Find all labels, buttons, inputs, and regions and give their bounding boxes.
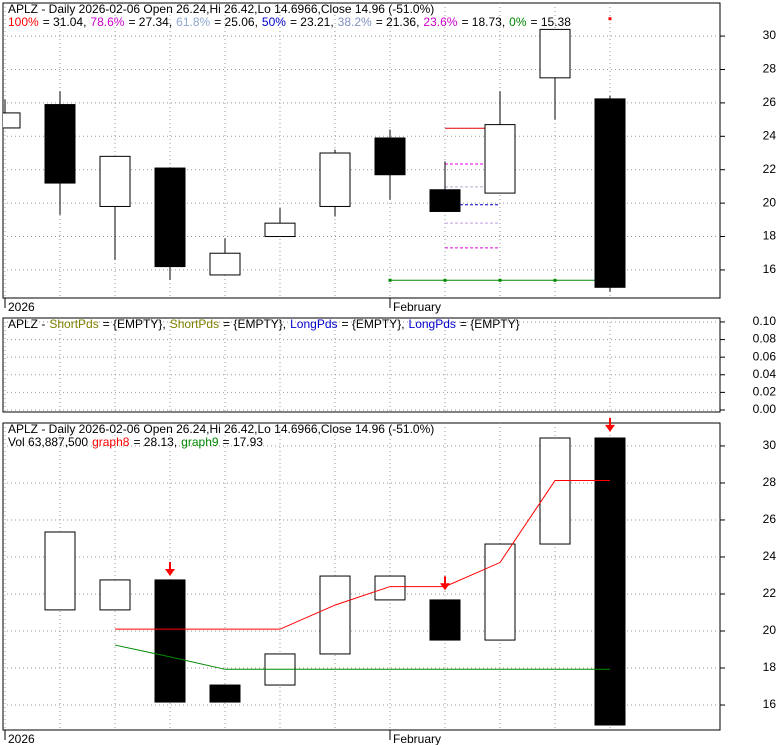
signal-arrow-head <box>605 424 615 432</box>
y-tick-label: 24 <box>763 128 777 142</box>
candle-body <box>264 222 296 238</box>
header-piece: LongPds <box>290 317 337 331</box>
y-tick-label: 26 <box>763 95 777 109</box>
y-tick-label: 0.00 <box>753 402 777 416</box>
header-piece: 38.2% <box>338 15 372 29</box>
fib-base-dot <box>553 278 557 282</box>
header-piece: 0% <box>509 15 527 29</box>
header-piece: = 31.04, <box>43 15 87 29</box>
candle-body <box>594 98 626 288</box>
header-piece: ShortPds <box>170 317 219 331</box>
candle-body <box>209 684 241 703</box>
panel-title: APLZ - Daily 2026-02-06 Open 26.24,Hi 26… <box>8 2 434 16</box>
header-piece: = 15.38 <box>531 15 572 29</box>
candle-body <box>99 155 131 207</box>
candle-body <box>154 167 186 268</box>
panel-title: APLZ - Daily 2026-02-06 Open 26.24,Hi 26… <box>8 422 434 436</box>
header-piece: 100% <box>8 15 39 29</box>
y-tick-label: 0.06 <box>753 349 777 363</box>
candle-body <box>154 579 186 703</box>
y-tick-label: 20 <box>763 623 777 637</box>
header-piece: = 17.93 <box>223 435 264 449</box>
header-piece: 23.6% <box>423 15 457 29</box>
candle-body <box>374 137 406 176</box>
y-tick-label: 26 <box>763 512 777 526</box>
header-piece: 61.8% <box>176 15 210 29</box>
header-piece: graph8 <box>92 435 130 449</box>
header-piece: = 28.13, <box>133 435 177 449</box>
fib-dot <box>608 17 612 21</box>
signal-arrow-head <box>165 569 175 577</box>
header-line: 100% = 31.04, 78.6% = 27.34, 61.8% = 25.06, 50… <box>8 15 571 29</box>
y-tick-label: 0.10 <box>753 314 777 328</box>
fib-base-dot <box>443 278 447 282</box>
y-tick-label: 16 <box>763 262 777 276</box>
y-tick-label: 18 <box>763 660 777 674</box>
header-piece: = {EMPTY}, <box>342 317 405 331</box>
header-piece: graph9 <box>181 435 219 449</box>
header-piece: LongPds <box>409 317 456 331</box>
x-tick-label: 2026 <box>8 300 35 314</box>
y-tick-label: 18 <box>763 229 777 243</box>
x-tick-label: 2026 <box>8 732 35 745</box>
candle-body <box>44 531 76 611</box>
indicator-line <box>115 480 610 630</box>
header-piece: 78.6% <box>90 15 124 29</box>
header-piece: Vol 63,887,500 <box>8 435 88 449</box>
header-piece: ShortPds <box>49 317 98 331</box>
x-tick-label: February <box>393 300 441 314</box>
header-piece: = 21.36, <box>376 15 420 29</box>
candle-body <box>3 112 21 129</box>
y-tick-label: 0.08 <box>753 332 777 346</box>
header-piece: = 25.06, <box>214 15 258 29</box>
candle-body <box>484 543 516 641</box>
y-tick-label: 30 <box>763 438 777 452</box>
candle-body <box>209 252 241 276</box>
y-tick-label: 0.02 <box>753 385 777 399</box>
header-piece: = 18.73, <box>461 15 505 29</box>
y-tick-label: 16 <box>763 697 777 711</box>
candle-body <box>374 575 406 601</box>
header-piece: = {EMPTY}, <box>103 317 166 331</box>
candle-body <box>594 437 626 726</box>
candle-body <box>429 189 461 212</box>
y-tick-label: 0.04 <box>753 367 777 381</box>
y-tick-label: 28 <box>763 62 777 76</box>
y-tick-label: 22 <box>763 586 777 600</box>
candle-body <box>99 579 131 611</box>
header-piece: = 27.34, <box>128 15 172 29</box>
y-tick-label: 24 <box>763 549 777 563</box>
indicator-line <box>114 644 610 670</box>
header-piece: 50% <box>262 15 286 29</box>
panel-plot <box>3 3 720 298</box>
header-line: Vol 63,887,500 graph8 = 28.13, graph9 = 17.9… <box>8 435 263 449</box>
candle-body <box>539 28 571 79</box>
fib-base-dot <box>498 278 502 282</box>
header-line: APLZ - ShortPds = {EMPTY}, ShortPds = {EMPTY… <box>8 317 520 331</box>
y-tick-label: 30 <box>763 28 777 42</box>
x-tick-label: February <box>393 732 441 745</box>
panel-plot <box>3 423 720 730</box>
candle-body <box>484 124 516 194</box>
header-piece: = {EMPTY} <box>460 317 520 331</box>
header-piece: = 23.21, <box>290 15 334 29</box>
candle-body <box>319 152 351 207</box>
candle-body <box>539 437 571 545</box>
fib-base-dot <box>388 278 392 282</box>
header-piece: APLZ - <box>8 317 45 331</box>
candle-body <box>429 599 461 641</box>
header-piece: = {EMPTY}, <box>223 317 286 331</box>
signal-arrow-head <box>440 583 450 591</box>
y-tick-label: 20 <box>763 195 777 209</box>
candle-body <box>319 575 351 655</box>
panel-frame <box>2 317 721 413</box>
candle-body <box>44 104 76 184</box>
y-tick-label: 22 <box>763 162 777 176</box>
y-tick-label: 28 <box>763 475 777 489</box>
